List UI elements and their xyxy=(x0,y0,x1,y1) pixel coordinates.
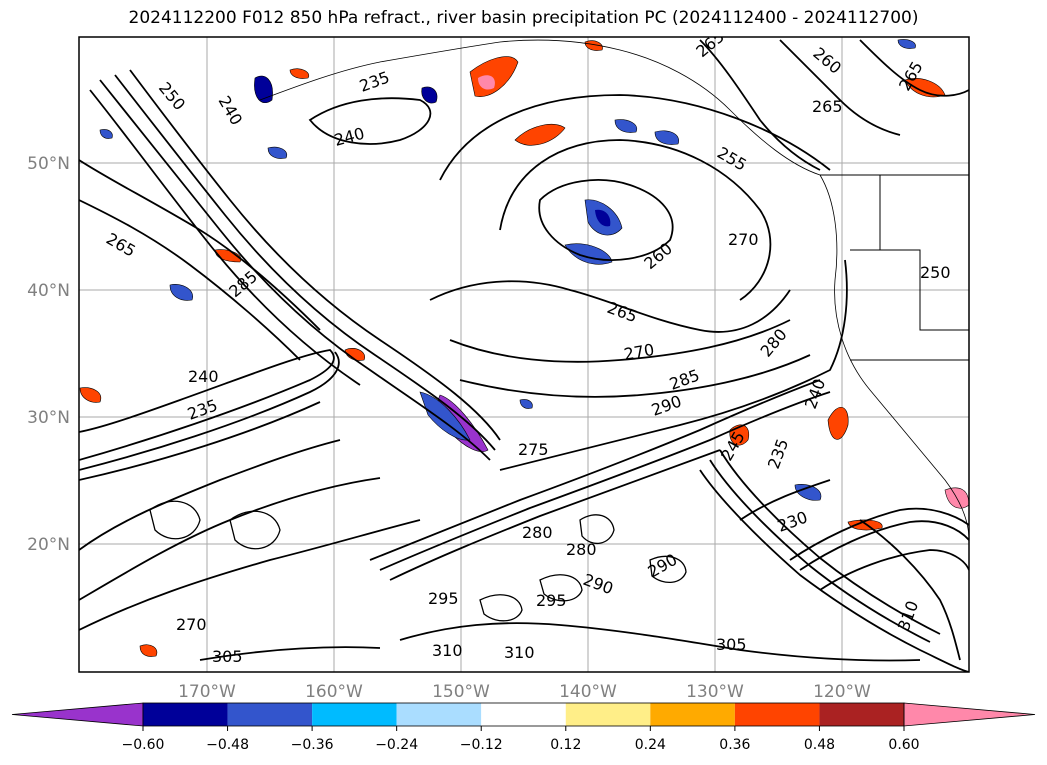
precipitation-patches xyxy=(79,39,969,657)
lon-label-140w: 140°W xyxy=(559,682,617,702)
colorbar-tick-label: −0.12 xyxy=(460,737,503,753)
colorbar-segment xyxy=(227,703,313,726)
lat-label-20n: 20°N xyxy=(27,535,70,555)
contour-label: 280 xyxy=(522,523,553,542)
colorbar-extend-high xyxy=(903,702,1036,727)
colorbar-segment xyxy=(650,703,735,726)
lon-label-160w: 160°W xyxy=(305,682,363,702)
longitude-labels: 170°W 160°W 150°W 140°W 130°W 120°W xyxy=(178,682,871,702)
colorbar-segment xyxy=(481,703,566,726)
colorbar-tick-label: 0.24 xyxy=(635,737,666,753)
contour-label: 275 xyxy=(518,440,549,459)
colorbar-tick-label: 0.60 xyxy=(888,737,919,753)
lon-label-170w: 170°W xyxy=(178,682,236,702)
colorbar-tick-label: 0.48 xyxy=(804,737,835,753)
contour-label: 280 xyxy=(566,540,597,559)
contour-label: 270 xyxy=(728,230,759,249)
colorbar-tick-label: −0.60 xyxy=(122,737,165,753)
colorbar-tick-label: −0.48 xyxy=(206,737,249,753)
colorbar-segment xyxy=(396,703,482,726)
contour-label: 270 xyxy=(176,615,207,634)
contour-label: 310 xyxy=(432,641,463,660)
colorbar-tick-label: −0.36 xyxy=(291,737,334,753)
lon-label-150w: 150°W xyxy=(432,682,490,702)
contour-label: 295 xyxy=(428,589,459,608)
contour-label: 250 xyxy=(920,263,951,282)
colorbar-tick-label: −0.24 xyxy=(375,737,418,753)
colorbar-segment xyxy=(819,703,904,726)
contour-label: 240 xyxy=(188,367,219,386)
lon-label-120w: 120°W xyxy=(813,682,871,702)
colorbar-segment xyxy=(143,703,228,726)
contours xyxy=(79,39,969,672)
map-title: 2024112200 F012 850 hPa refract., river … xyxy=(128,8,919,28)
colorbar-segment xyxy=(565,703,651,726)
lat-label-40n: 40°N xyxy=(27,281,70,301)
contour-label: 310 xyxy=(504,643,535,662)
colorbar-tick-label: 0.36 xyxy=(719,737,750,753)
lat-label-30n: 30°N xyxy=(27,408,70,428)
colorbar-segment xyxy=(312,703,397,726)
lat-label-50n: 50°N xyxy=(27,154,70,174)
map-frame xyxy=(78,36,970,673)
latitude-labels: 50°N 40°N 30°N 20°N xyxy=(27,154,70,555)
contour-label: 265 xyxy=(812,97,843,116)
colorbar-frame xyxy=(142,702,905,727)
coastlines xyxy=(259,39,969,541)
colorbar-extend-low xyxy=(11,702,144,727)
contour-label: 295 xyxy=(536,591,567,610)
contour-label: 305 xyxy=(716,635,747,654)
lon-label-130w: 130°W xyxy=(686,682,744,702)
contour-label: 305 xyxy=(212,647,243,666)
colorbar: −0.60 −0.48 −0.36 −0.24 −0.12 0.12 0.24 0.36 0.4… xyxy=(11,702,1036,753)
colorbar-segment xyxy=(734,703,820,726)
colorbar-tick-label: 0.12 xyxy=(550,737,581,753)
